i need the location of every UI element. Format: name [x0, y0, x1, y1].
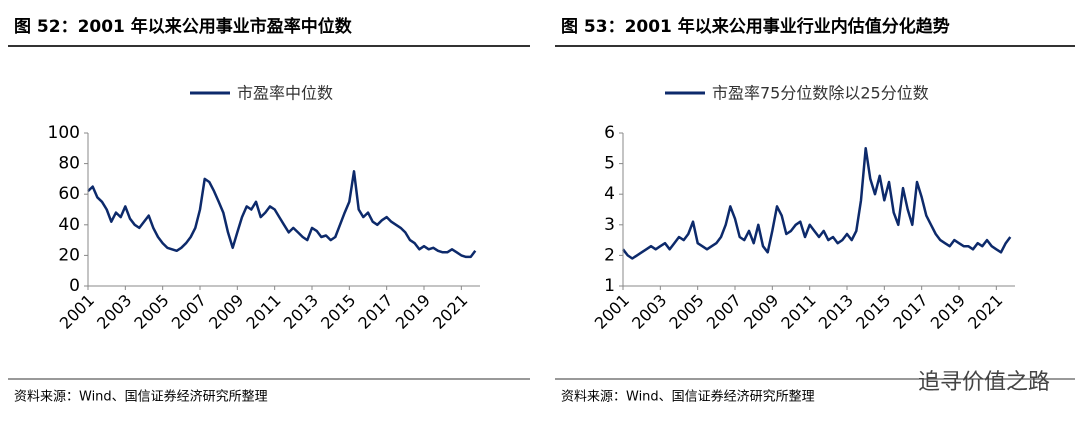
- y-tick-label: 0: [69, 276, 80, 296]
- x-tick-label: 2009: [740, 291, 782, 333]
- x-tick-label: 2021: [964, 291, 1006, 333]
- x-tick-label: 2011: [242, 291, 284, 333]
- data-line: [622, 147, 1012, 260]
- x-tick-label: 2001: [591, 291, 633, 333]
- source: 资料来源：Wind、国信证券经济研究所整理: [14, 389, 268, 405]
- y-tick-label: 60: [58, 184, 80, 204]
- x-tick-label: 2017: [889, 291, 931, 333]
- y-tick-label: 1: [604, 276, 615, 296]
- x-tick-label: 2007: [168, 291, 210, 333]
- x-tick-label: 2009: [205, 291, 247, 333]
- y-tick-label: 100: [48, 123, 80, 143]
- x-tick-label: 2015: [317, 291, 359, 333]
- x-tick-label: 2005: [130, 291, 172, 333]
- x-tick-label: 2001: [56, 291, 98, 333]
- x-tick-label: 2013: [280, 291, 322, 333]
- x-tick-label: 2003: [628, 291, 670, 333]
- legend-label: 市盈率75分位数除以25分位数: [712, 84, 929, 103]
- data-line: [87, 170, 477, 259]
- y-tick-label: 6: [604, 123, 615, 143]
- x-tick-label: 2013: [815, 291, 857, 333]
- x-tick-label: 2015: [852, 291, 894, 333]
- y-tick-label: 4: [604, 184, 615, 204]
- chart-title: 图 52：2001 年以来公用事业市盈率中位数: [14, 16, 353, 37]
- source: 资料来源：Wind、国信证券经济研究所整理: [561, 389, 815, 405]
- y-tick-label: 5: [604, 154, 615, 174]
- y-tick-label: 80: [58, 154, 80, 174]
- y-tick-label: 3: [604, 215, 615, 235]
- legend-label: 市盈率中位数: [237, 84, 333, 103]
- x-tick-label: 2011: [777, 291, 819, 333]
- x-tick-label: 2019: [927, 291, 969, 333]
- y-tick-label: 2: [604, 245, 615, 265]
- x-tick-label: 2007: [703, 291, 745, 333]
- x-tick-label: 2017: [354, 291, 396, 333]
- chart-title: 图 53：2001 年以来公用事业行业内估值分化趋势: [561, 16, 950, 37]
- x-tick-label: 2005: [665, 291, 707, 333]
- watermark: 追寻价值之路: [918, 370, 1050, 395]
- x-tick-label: 2021: [429, 291, 471, 333]
- x-tick-label: 2019: [392, 291, 434, 333]
- y-tick-label: 20: [58, 245, 80, 265]
- x-tick-label: 2003: [93, 291, 135, 333]
- y-tick-label: 40: [58, 215, 80, 235]
